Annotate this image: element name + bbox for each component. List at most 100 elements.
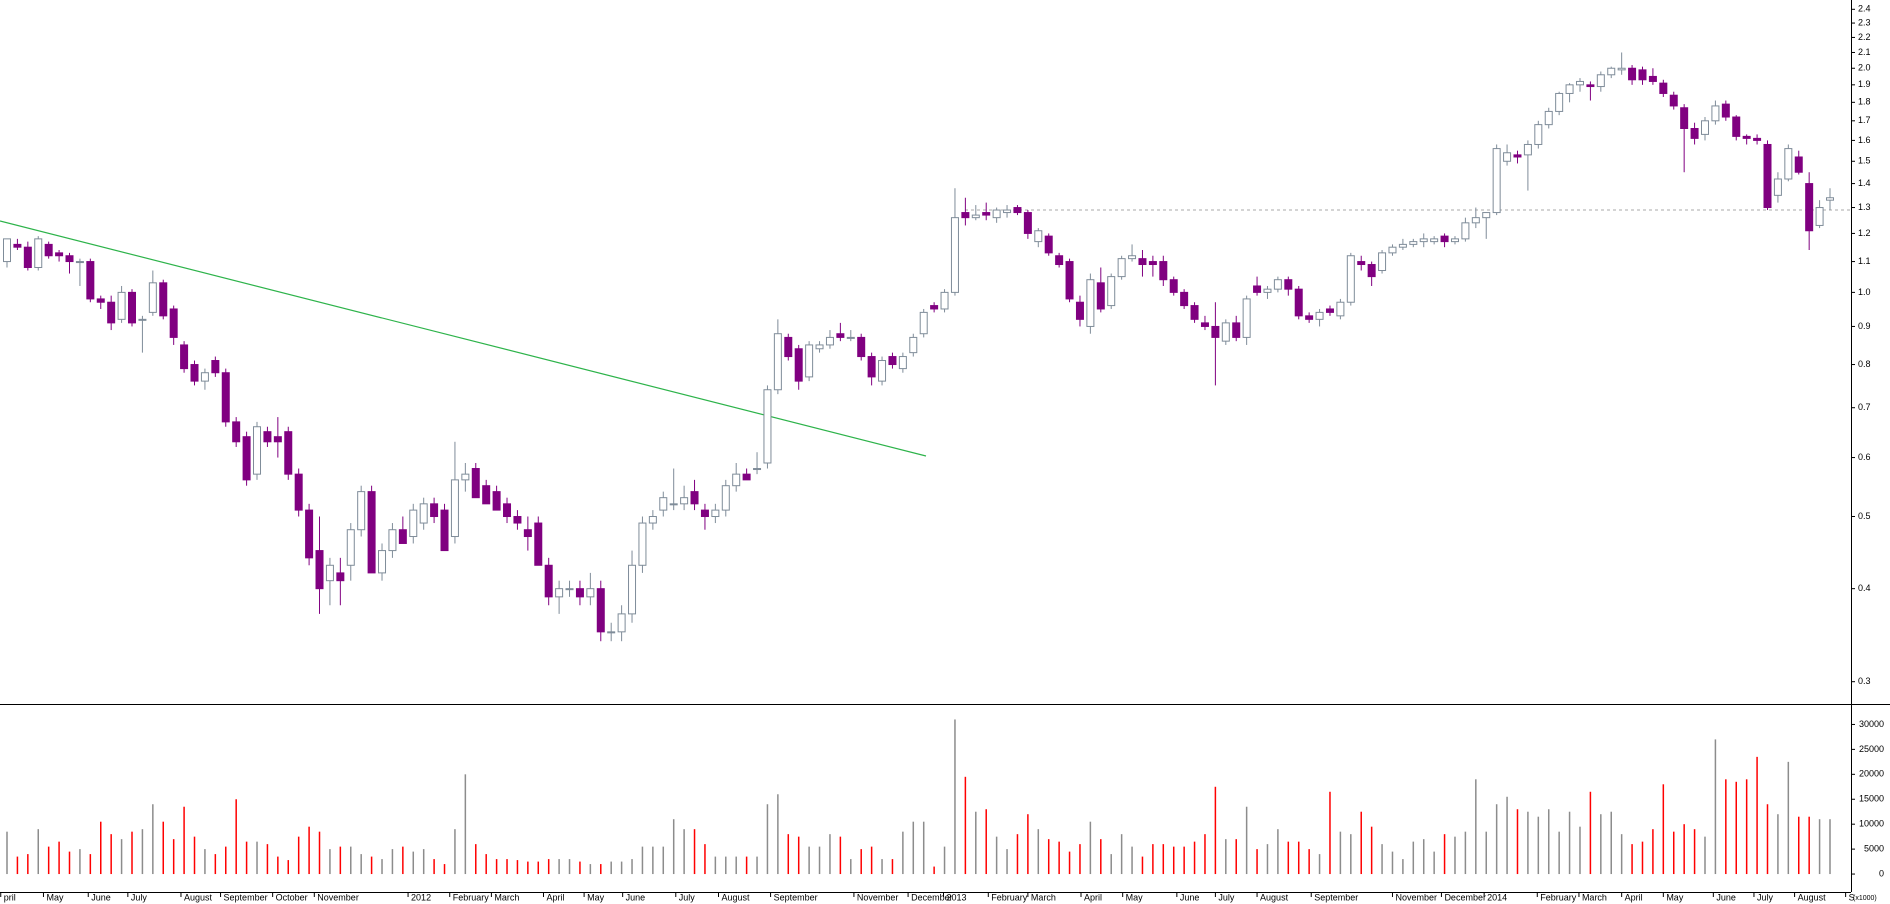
candle-body bbox=[1628, 67, 1637, 81]
y-tick-label: 1.1 bbox=[1858, 256, 1871, 266]
candle-body bbox=[315, 550, 324, 590]
candle-body bbox=[1669, 94, 1678, 107]
volume-bar bbox=[1422, 839, 1425, 875]
y-tick-label: 2.2 bbox=[1858, 32, 1871, 42]
volume-bar bbox=[537, 861, 540, 875]
volume-bar bbox=[954, 719, 956, 875]
candle-body bbox=[1378, 252, 1387, 272]
volume-bar bbox=[756, 856, 758, 875]
candle-body bbox=[888, 356, 897, 366]
volume-bar bbox=[1464, 831, 1467, 875]
volume-bar bbox=[1370, 826, 1373, 875]
x-tick-label: August bbox=[184, 892, 213, 902]
volume-bar bbox=[495, 859, 498, 875]
volume-bar bbox=[1672, 831, 1675, 875]
candle-body bbox=[211, 360, 220, 374]
candle-body bbox=[815, 344, 824, 350]
candle-body bbox=[492, 491, 501, 511]
candle-body bbox=[336, 572, 345, 582]
candle-body bbox=[1065, 261, 1074, 300]
volume-bar bbox=[1297, 841, 1300, 875]
x-tick-label: November bbox=[317, 892, 359, 902]
candle-body bbox=[1419, 238, 1428, 243]
candle-body bbox=[617, 613, 626, 633]
candle-body bbox=[919, 311, 928, 335]
candle-body bbox=[857, 336, 866, 358]
candle-body bbox=[1409, 241, 1418, 245]
volume-bar bbox=[547, 859, 550, 875]
candle-body bbox=[1096, 282, 1105, 310]
candle-body bbox=[503, 503, 512, 518]
candle-body bbox=[1586, 84, 1595, 88]
volume-bar bbox=[1516, 809, 1519, 875]
volume-bar bbox=[412, 851, 415, 875]
candle-body bbox=[1055, 255, 1064, 266]
volume-bar bbox=[1110, 854, 1112, 875]
volume-bar bbox=[600, 864, 602, 875]
candle-body bbox=[1294, 288, 1303, 317]
volume-bar bbox=[68, 851, 71, 875]
x-tick-label: March bbox=[1031, 892, 1056, 902]
volume-bar bbox=[235, 799, 237, 875]
candle-body bbox=[1607, 67, 1616, 76]
candle-body bbox=[961, 212, 970, 219]
volume-bar bbox=[37, 829, 40, 875]
volume-bar bbox=[58, 841, 60, 875]
candle-body bbox=[128, 291, 137, 324]
y-tick-label: 1.6 bbox=[1858, 135, 1871, 145]
volume-bar bbox=[1318, 854, 1321, 875]
candle-body bbox=[1721, 103, 1730, 118]
x-tick-label: July bbox=[131, 892, 148, 902]
volume-bar bbox=[933, 866, 935, 875]
volume-bar bbox=[610, 861, 612, 875]
volume-bar bbox=[787, 834, 790, 875]
volume-bar bbox=[506, 859, 508, 875]
candle-body bbox=[169, 308, 178, 338]
volume-bar bbox=[672, 819, 675, 875]
volume-bar bbox=[1568, 811, 1571, 875]
candle-body bbox=[1315, 311, 1324, 320]
volume-bar bbox=[110, 834, 112, 875]
candle-body bbox=[1159, 261, 1168, 281]
candle-body bbox=[440, 509, 449, 552]
volume-bar bbox=[1172, 846, 1175, 875]
candle-body bbox=[461, 473, 470, 481]
candle-body bbox=[75, 261, 84, 264]
volume-bar bbox=[1183, 846, 1185, 875]
candle-body bbox=[971, 214, 980, 219]
candle-body bbox=[232, 421, 241, 443]
candle-body bbox=[1680, 107, 1689, 130]
candle-body bbox=[1128, 255, 1137, 260]
x-tick-label: February bbox=[453, 892, 490, 902]
volume-bar bbox=[225, 846, 227, 875]
candle-body bbox=[1117, 258, 1126, 278]
x-tick-label: March bbox=[494, 892, 519, 902]
candle-body bbox=[1034, 230, 1043, 243]
candle-body bbox=[1253, 285, 1262, 293]
candle-body bbox=[1211, 325, 1220, 338]
x-tick-label: August bbox=[721, 892, 750, 902]
candle-body bbox=[221, 372, 230, 423]
volume-bar bbox=[1266, 844, 1269, 875]
volume-bar bbox=[631, 859, 633, 875]
candle-body bbox=[1232, 322, 1241, 338]
candle-body bbox=[242, 436, 251, 481]
candle-body bbox=[1523, 143, 1532, 156]
y2-tick-label: 15000 bbox=[1859, 794, 1884, 804]
candle-body bbox=[65, 255, 74, 263]
volume-bar bbox=[1693, 829, 1696, 875]
candle-body bbox=[523, 529, 532, 538]
volume-bar bbox=[1745, 779, 1748, 875]
volume-bar bbox=[1089, 821, 1092, 875]
volume-bar bbox=[193, 836, 196, 875]
volume-bar bbox=[1047, 839, 1050, 875]
volume-bar bbox=[1412, 841, 1415, 875]
volume-bar bbox=[850, 859, 852, 875]
candle-body bbox=[1180, 291, 1189, 307]
candle-body bbox=[325, 564, 334, 582]
volume-bar bbox=[558, 859, 560, 875]
volume-bar bbox=[922, 821, 925, 875]
candle-body bbox=[398, 529, 407, 544]
